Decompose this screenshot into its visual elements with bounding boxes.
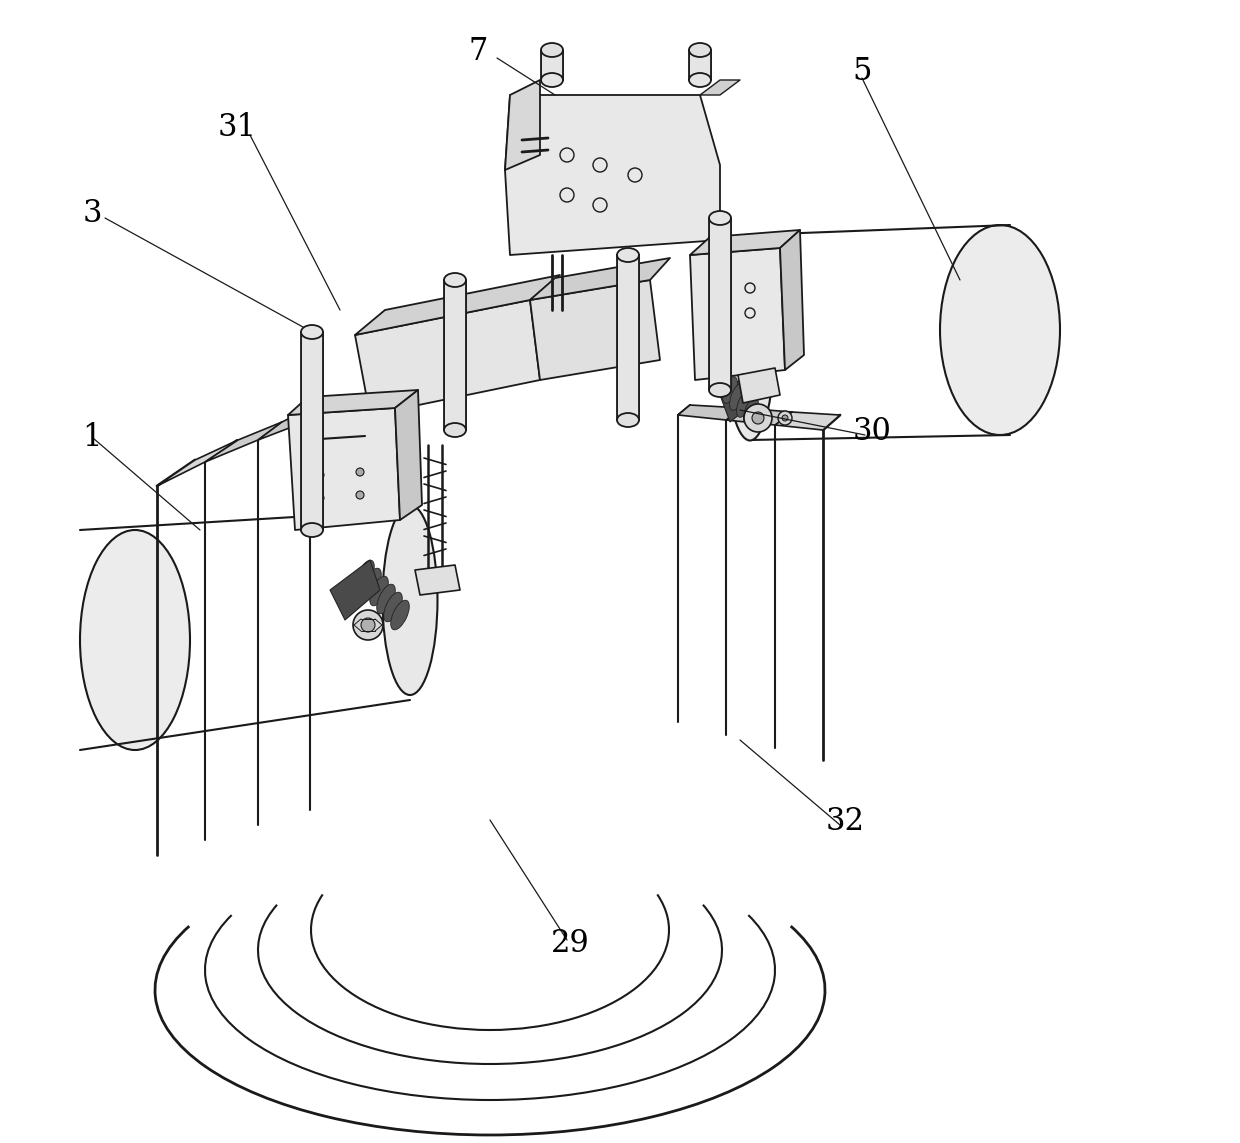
Polygon shape [780,230,804,370]
Polygon shape [529,280,660,379]
Polygon shape [725,408,792,425]
Polygon shape [529,258,670,299]
Polygon shape [330,560,379,620]
Ellipse shape [689,73,711,87]
Ellipse shape [370,576,388,606]
Ellipse shape [750,405,765,431]
Circle shape [316,494,324,502]
Polygon shape [415,565,460,596]
Polygon shape [541,50,563,80]
Polygon shape [709,218,732,390]
Ellipse shape [723,377,738,403]
Polygon shape [720,365,770,422]
Ellipse shape [744,398,759,424]
Polygon shape [288,390,418,415]
Polygon shape [258,408,310,440]
Ellipse shape [383,592,402,622]
Polygon shape [775,411,839,430]
Text: 31: 31 [217,112,257,144]
Ellipse shape [744,403,773,432]
Ellipse shape [377,584,396,614]
Ellipse shape [940,225,1060,435]
Ellipse shape [709,383,732,397]
Polygon shape [355,299,539,415]
Circle shape [356,467,365,475]
Polygon shape [301,331,322,530]
Polygon shape [444,280,466,430]
Text: 1: 1 [82,423,102,454]
Ellipse shape [444,423,466,437]
Text: 30: 30 [853,416,892,448]
Ellipse shape [363,568,381,598]
Ellipse shape [81,530,190,750]
Ellipse shape [709,211,732,225]
Ellipse shape [689,43,711,57]
Polygon shape [505,95,720,255]
Circle shape [316,471,324,479]
Ellipse shape [541,73,563,87]
Polygon shape [205,422,281,462]
Ellipse shape [301,523,322,537]
Ellipse shape [618,413,639,427]
Ellipse shape [618,248,639,262]
Ellipse shape [737,391,751,417]
Polygon shape [678,405,742,419]
Polygon shape [738,368,780,403]
Polygon shape [355,275,560,335]
Ellipse shape [782,415,787,421]
Ellipse shape [356,560,374,590]
Polygon shape [288,408,401,530]
Polygon shape [157,440,238,486]
Ellipse shape [382,505,438,695]
Ellipse shape [361,618,374,632]
Polygon shape [396,390,422,520]
Ellipse shape [751,411,764,424]
Polygon shape [689,248,785,379]
Polygon shape [689,50,711,80]
Ellipse shape [391,600,409,630]
Polygon shape [618,255,639,419]
Circle shape [356,491,365,499]
Text: 32: 32 [826,807,864,838]
Text: 5: 5 [852,56,872,88]
Ellipse shape [777,411,792,425]
Ellipse shape [541,43,563,57]
Ellipse shape [301,325,322,339]
Polygon shape [505,80,539,170]
Ellipse shape [444,273,466,287]
Text: 3: 3 [82,198,102,229]
Ellipse shape [353,610,383,640]
Text: 29: 29 [551,927,589,959]
Ellipse shape [725,235,775,440]
Polygon shape [689,230,800,255]
Text: 7: 7 [469,37,487,67]
Polygon shape [701,80,740,95]
Ellipse shape [729,384,744,410]
